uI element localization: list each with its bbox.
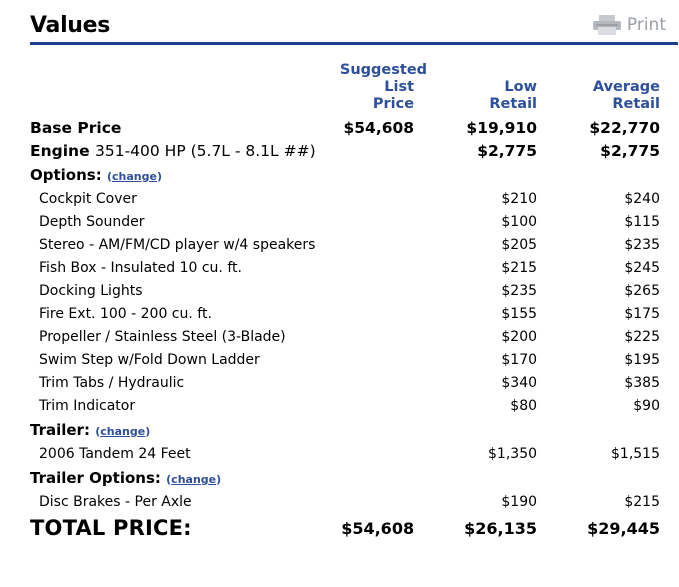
table-row: Depth Sounder $100 $115 [30, 211, 660, 234]
base-price-list: $54,608 [343, 119, 415, 137]
options-change-link[interactable]: change [111, 170, 157, 183]
table-row: Cockpit Cover $210 $240 [30, 188, 660, 211]
table-row: Fish Box - Insulated 10 cu. ft. $215 $245 [30, 257, 660, 280]
option-label: Fish Box - Insulated 10 cu. ft. [39, 260, 242, 276]
option-avg: $90 [633, 398, 660, 414]
base-price-avg: $22,770 [589, 119, 660, 137]
option-low: $215 [501, 260, 538, 276]
table-row: Stereo - AM/FM/CD player w/4 speakers $20… [30, 234, 660, 257]
option-list [340, 280, 414, 303]
option-low: $155 [501, 306, 538, 322]
option-list [340, 349, 414, 372]
option-label: Docking Lights [39, 283, 143, 299]
options-section-row: Options: (change) [30, 166, 162, 184]
option-label: Stereo - AM/FM/CD player w/4 speakers [39, 237, 316, 253]
option-label: Fire Ext. 100 - 200 cu. ft. [39, 306, 212, 322]
option-avg: $225 [624, 329, 660, 345]
trailer-options-change-link[interactable]: change [171, 473, 217, 486]
option-avg: $265 [624, 283, 660, 299]
trailer-low: $1,350 [488, 446, 538, 462]
option-list [340, 257, 414, 280]
engine-detail: 351-400 HP (5.7L - 8.1L ##) [94, 142, 316, 160]
total-avg: $29,445 [587, 519, 660, 538]
option-list [340, 491, 414, 514]
trailer-options-section-row: Trailer Options: (change) [30, 469, 222, 487]
trailer-avg: $1,515 [611, 446, 660, 462]
values-table: Suggested List Price Low Retail Average … [30, 60, 660, 540]
column-header-average-retail: Average Retail [592, 79, 660, 112]
column-header-low-retail: Low Retail [489, 79, 538, 112]
option-low: $190 [501, 494, 538, 510]
table-row: Trim Indicator $80 $90 [30, 395, 660, 418]
base-price-row: Base Price $54,608 $19,910 $22,770 [30, 117, 660, 140]
engine-label: Engine 351-400 HP (5.7L - 8.1L ##) [30, 142, 316, 160]
option-avg: $245 [624, 260, 660, 276]
option-label: Propeller / Stainless Steel (3-Blade) [39, 329, 286, 345]
table-row: Fire Ext. 100 - 200 cu. ft. $155 $175 [30, 303, 660, 326]
option-list [340, 211, 414, 234]
option-avg: $175 [624, 306, 660, 322]
total-label: TOTAL PRICE: [30, 516, 192, 540]
column-header-list-price: Suggested List Price [339, 62, 428, 112]
trailer-change-link[interactable]: change [100, 425, 146, 438]
option-low: $80 [510, 398, 538, 414]
trailer-label: 2006 Tandem 24 Feet [39, 446, 191, 462]
options-section-label: Options: [30, 166, 102, 184]
option-list [340, 372, 414, 395]
trailer-section-row: Trailer: (change) [30, 421, 151, 439]
table-row: Swim Step w/Fold Down Ladder $170 $195 [30, 349, 660, 372]
option-avg: $240 [624, 191, 660, 207]
option-low: $340 [501, 375, 538, 391]
options-list: Cockpit Cover $210 $240 Depth Sounder $100 $1… [30, 188, 660, 418]
base-price-low: $19,910 [466, 119, 538, 137]
option-avg: $115 [624, 214, 660, 230]
base-price-label: Base Price [30, 119, 122, 137]
option-label: Disc Brakes - Per Axle [39, 494, 192, 510]
option-list [340, 326, 414, 349]
total-low: $26,135 [464, 519, 538, 538]
table-row: Trim Tabs / Hydraulic $340 $385 [30, 372, 660, 395]
option-label: Depth Sounder [39, 214, 145, 230]
printer-icon [592, 15, 621, 35]
trailer-section-label: Trailer: [30, 421, 90, 439]
header-divider [30, 42, 678, 45]
option-low: $210 [501, 191, 538, 207]
trailer-options-section-label: Trailer Options: [30, 469, 161, 487]
trailer-row: 2006 Tandem 24 Feet $1,350 $1,515 [30, 443, 660, 466]
engine-row: Engine 351-400 HP (5.7L - 8.1L ##) $2,77… [30, 140, 660, 163]
option-low: $170 [501, 352, 538, 368]
table-row: Disc Brakes - Per Axle $190 $215 [30, 491, 660, 514]
option-low: $235 [501, 283, 538, 299]
trailer-options-list: Disc Brakes - Per Axle $190 $215 [30, 491, 660, 514]
option-avg: $235 [624, 237, 660, 253]
option-list [340, 395, 414, 418]
engine-avg: $2,775 [600, 142, 660, 160]
values-header: Values Print [30, 10, 678, 42]
total-row: TOTAL PRICE: $54,608 $26,135 $29,445 [30, 514, 660, 540]
column-header-spacer [30, 60, 340, 117]
option-avg: $385 [624, 375, 660, 391]
option-avg: $195 [624, 352, 660, 368]
page-title: Values [30, 13, 111, 38]
option-label: Trim Indicator [39, 398, 136, 414]
option-list [340, 303, 414, 326]
option-low: $100 [501, 214, 538, 230]
total-list: $54,608 [341, 519, 415, 538]
option-low: $205 [501, 237, 538, 253]
option-low: $200 [501, 329, 538, 345]
table-row: Propeller / Stainless Steel (3-Blade) $20… [30, 326, 660, 349]
option-label: Trim Tabs / Hydraulic [39, 375, 185, 391]
table-row: Docking Lights $235 $265 [30, 280, 660, 303]
print-label: Print [626, 15, 666, 35]
column-header-row: Suggested List Price Low Retail Average … [30, 60, 660, 117]
print-button[interactable]: Print [592, 15, 666, 35]
option-list [340, 234, 414, 257]
option-avg: $215 [624, 494, 660, 510]
option-label: Swim Step w/Fold Down Ladder [39, 352, 260, 368]
option-list [340, 188, 414, 211]
option-label: Cockpit Cover [39, 191, 137, 207]
engine-low: $2,775 [477, 142, 538, 160]
